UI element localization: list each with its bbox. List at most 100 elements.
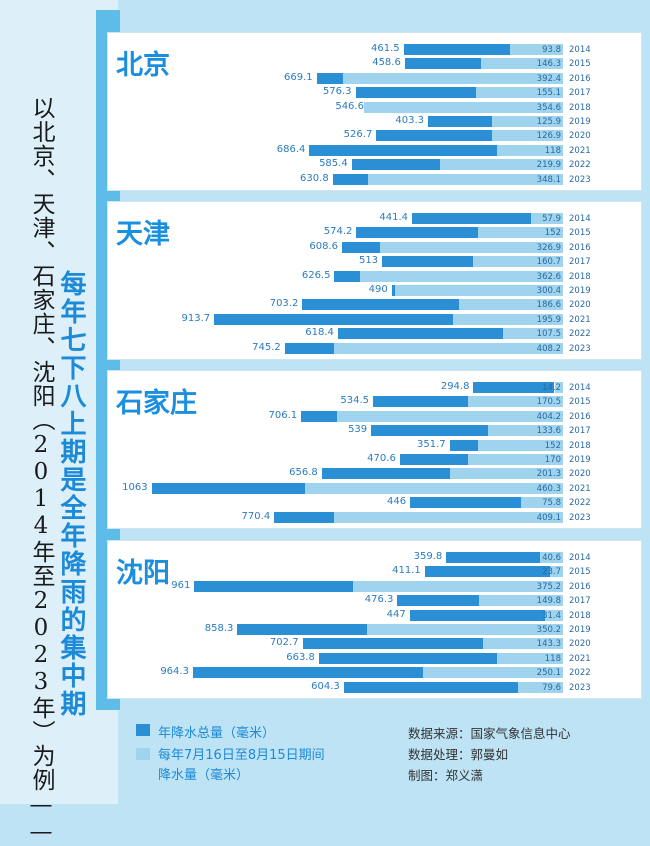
total-value-label: 618.4 — [305, 327, 334, 339]
rain-value-label: 93.8 — [542, 45, 561, 55]
total-value-label: 534.5 — [340, 395, 370, 407]
total-bar — [192, 667, 554, 679]
credit-processing: 数据处理：郭曼如 — [408, 747, 509, 762]
rain-value-label: 186.6 — [536, 300, 561, 311]
rain-value-label: 75.8 — [542, 498, 561, 509]
chart-panel-1: 北京 461.5 93.8 2014 458.6 146.3 2015 669.1 392.4 2… — [107, 32, 642, 191]
year-label: 2015 — [569, 59, 591, 70]
total-bar — [355, 87, 554, 99]
rain-bar — [492, 116, 563, 127]
rain-bar — [477, 439, 563, 451]
year-label: 2015 — [569, 397, 591, 408]
year-label: 2023 — [569, 512, 591, 523]
year-label: 2020 — [569, 131, 591, 142]
rain-value-label: 118 — [544, 653, 561, 664]
total-value-label: 526.7 — [343, 129, 373, 141]
rain-value-label: 118 — [544, 145, 561, 156]
rain-bar — [476, 87, 563, 99]
rain-bar — [334, 342, 563, 354]
total-bar — [343, 681, 554, 693]
year-label: 2017 — [569, 426, 591, 437]
total-value-label: 490 — [368, 284, 388, 295]
year-label: 2021 — [569, 653, 591, 664]
rain-bar — [458, 299, 563, 311]
total-value-label: 686.4 — [276, 143, 306, 155]
year-label: 2022 — [569, 498, 591, 509]
chart-panel-2: 天津 441.4 57.9 2014 574.2 152 2015 608.6 326.9 201… — [107, 201, 642, 360]
rain-value-label: 126.9 — [536, 131, 561, 142]
credit-source: 数据来源：国家气象信息中心 — [408, 726, 571, 741]
year-label: 2019 — [569, 286, 591, 296]
rain-value-label: 348.1 — [536, 174, 561, 185]
year-label: 2021 — [569, 483, 591, 494]
rain-value-label: 250.1 — [536, 668, 561, 679]
year-label: 2019 — [569, 455, 591, 465]
total-bar — [302, 638, 554, 650]
rain-bar — [496, 652, 563, 664]
year-label: 2016 — [569, 242, 591, 253]
total-value-label: 574.2 — [323, 226, 353, 238]
year-label: 2020 — [569, 639, 591, 650]
total-bar — [473, 382, 554, 393]
total-value-label: 576.3 — [322, 86, 352, 98]
rain-bar — [422, 667, 563, 679]
total-value-label: 745.2 — [252, 341, 281, 353]
rain-bar — [518, 681, 563, 693]
rain-bar — [479, 595, 563, 607]
rain-bar — [394, 285, 563, 296]
rain-value-label: 392.4 — [536, 73, 561, 84]
total-value-label: 546.6 — [335, 100, 364, 112]
total-bar — [337, 328, 554, 340]
rain-bar — [530, 213, 563, 224]
rain-value-label: 460.3 — [536, 483, 561, 494]
year-label: 2019 — [569, 625, 591, 635]
rain-bar — [467, 396, 563, 408]
rain-value-label: 79.6 — [542, 682, 561, 693]
total-value-label: 351.7 — [416, 438, 446, 450]
rain-bar — [343, 72, 563, 84]
year-label: 2019 — [569, 117, 591, 127]
rain-value-label: 409.1 — [536, 512, 561, 523]
rain-bar — [453, 313, 563, 325]
rain-bar — [496, 144, 563, 156]
year-label: 2022 — [569, 329, 591, 340]
year-label: 2018 — [569, 102, 591, 113]
rain-value-label: 300.4 — [536, 286, 561, 296]
rain-bar — [352, 580, 563, 592]
year-label: 2023 — [569, 682, 591, 693]
rain-bar — [333, 511, 563, 523]
rain-value-label: 404.2 — [536, 411, 561, 422]
rain-value-label: 146.3 — [536, 59, 561, 70]
rain-value-label: 155.1 — [536, 88, 561, 99]
year-label: 2021 — [569, 314, 591, 325]
total-bar — [371, 425, 554, 437]
rain-bar — [549, 566, 563, 578]
subtitle: 以北京、天津、石家庄、沈阳（2014年至2023年）为例—— — [28, 96, 54, 846]
total-bar — [403, 44, 554, 55]
legend-rain-label-line1: 每年7月16日至8月15日期间 — [158, 748, 325, 763]
year-label: 2017 — [569, 596, 591, 607]
total-bar — [410, 497, 554, 509]
year-label: 2014 — [569, 383, 591, 393]
total-value-label: 470.6 — [367, 453, 396, 464]
rain-value-label: 152 — [544, 228, 561, 239]
rain-value-label: 375.2 — [536, 581, 561, 592]
rain-bar — [491, 130, 563, 142]
total-value-label: 663.8 — [286, 651, 315, 663]
total-bar — [214, 313, 554, 325]
rain-value-label: 31.4 — [542, 610, 561, 621]
rain-value-label: 326.9 — [536, 242, 561, 253]
rain-bar — [502, 328, 563, 340]
rain-value-label: 107.5 — [536, 329, 561, 340]
total-value-label: 858.3 — [204, 623, 234, 634]
rain-bar — [520, 497, 563, 509]
chart-panel-4: 沈阳 359.8 40.6 2014 411.1 23.7 2015 961 375.2 2016… — [107, 540, 642, 699]
rain-bar — [467, 454, 563, 465]
year-label: 2018 — [569, 440, 591, 451]
rain-value-label: 362.6 — [536, 271, 561, 282]
main-title: 每年七下八上期是全年降雨的集中期 — [56, 270, 86, 718]
year-label: 2015 — [569, 228, 591, 239]
total-bar — [424, 566, 554, 578]
year-label: 2020 — [569, 469, 591, 480]
